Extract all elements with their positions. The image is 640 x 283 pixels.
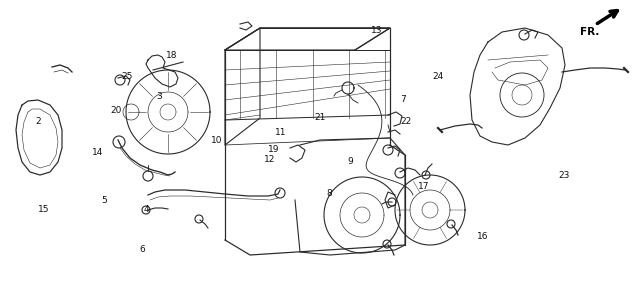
Text: FR.: FR.	[580, 27, 600, 37]
Text: 24: 24	[433, 72, 444, 81]
Text: 9: 9	[348, 157, 353, 166]
Text: 13: 13	[371, 26, 382, 35]
Text: 19: 19	[268, 145, 280, 155]
Text: 21: 21	[314, 113, 326, 122]
Text: 20: 20	[111, 106, 122, 115]
Text: 15: 15	[38, 205, 49, 214]
Text: 18: 18	[166, 51, 177, 60]
Text: 3: 3	[156, 92, 161, 101]
Text: 8: 8	[327, 189, 332, 198]
Text: 10: 10	[211, 136, 222, 145]
Text: 7: 7	[401, 95, 406, 104]
Text: 14: 14	[92, 148, 103, 157]
Text: 5: 5	[102, 196, 107, 205]
Text: 22: 22	[401, 117, 412, 126]
Text: 2: 2	[36, 117, 41, 126]
Text: 4: 4	[143, 205, 148, 214]
Text: 12: 12	[264, 155, 276, 164]
Text: 11: 11	[275, 128, 286, 137]
Text: 17: 17	[418, 182, 429, 191]
Text: 25: 25	[121, 72, 132, 81]
Text: 16: 16	[477, 232, 489, 241]
Text: 6: 6	[140, 245, 145, 254]
Text: 23: 23	[559, 171, 570, 180]
